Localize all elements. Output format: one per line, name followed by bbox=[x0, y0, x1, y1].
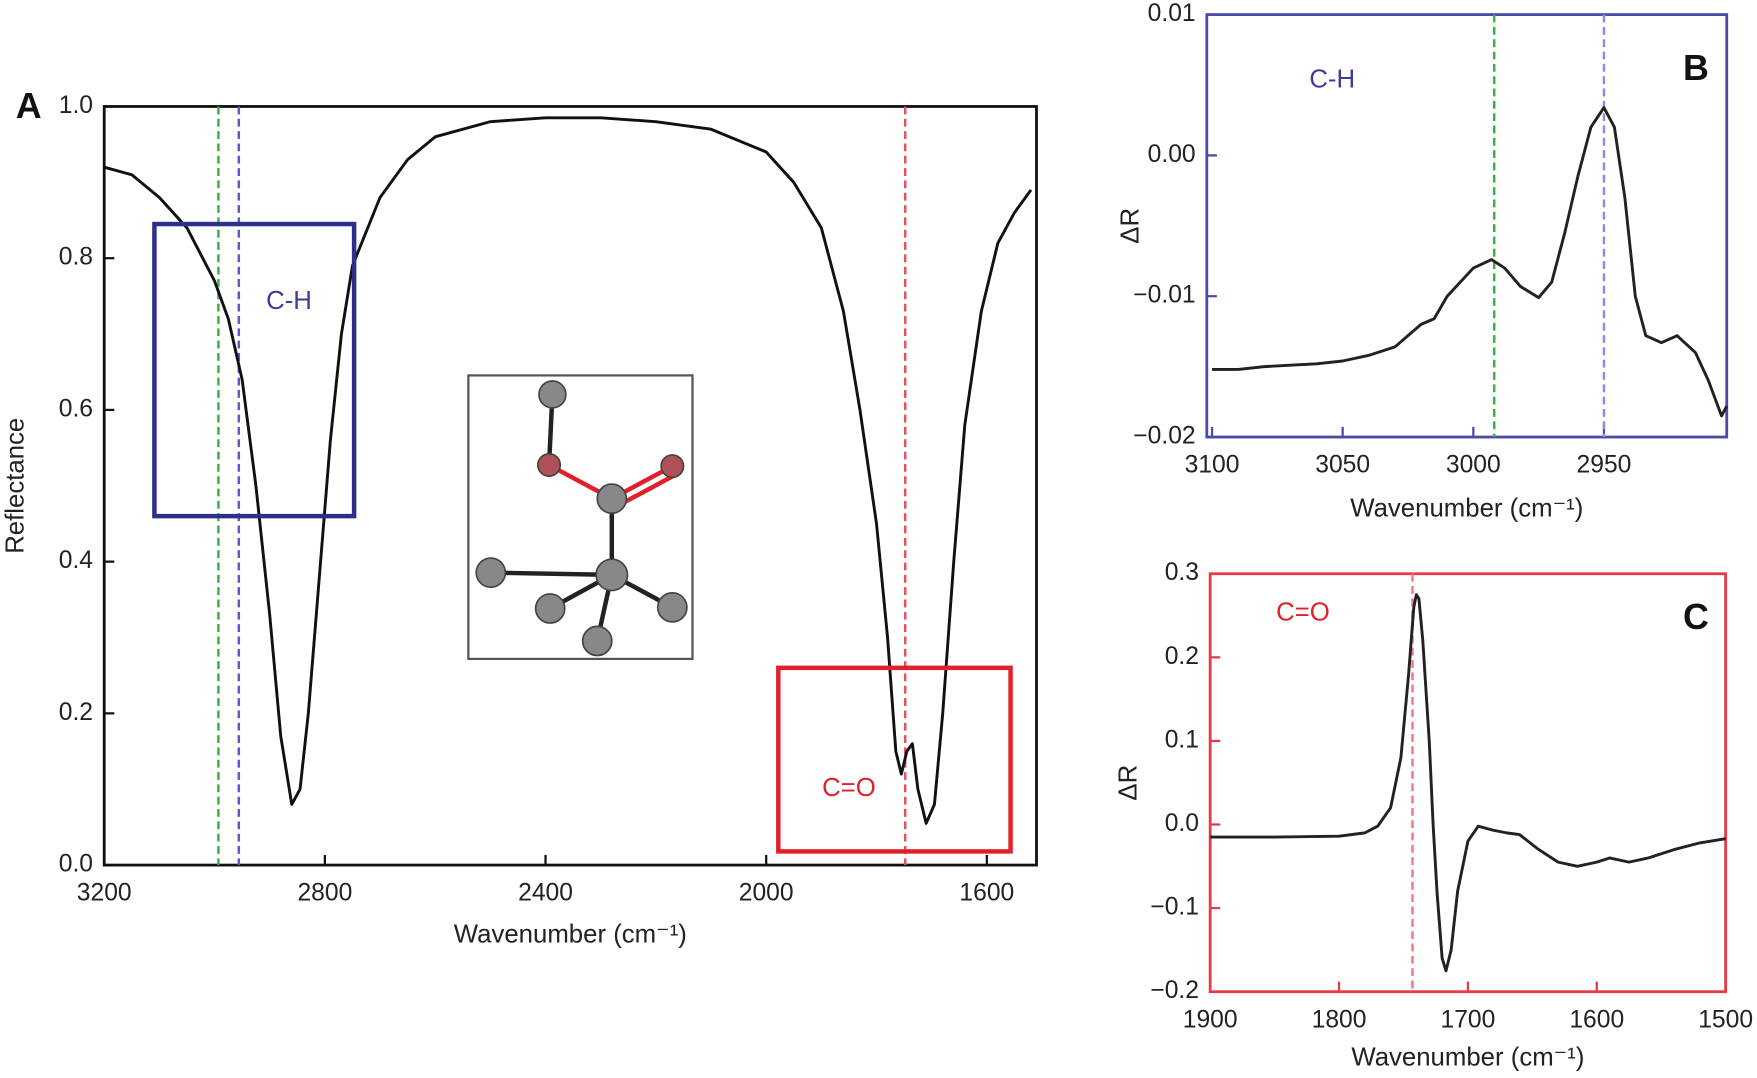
y-tick-label: −0.02 bbox=[1133, 423, 1195, 450]
highlight-box bbox=[152, 221, 357, 519]
panel-label: C bbox=[1683, 597, 1709, 637]
x-tick-label: 1900 bbox=[1183, 1006, 1238, 1033]
annotation: C-H bbox=[266, 287, 312, 315]
x-tick-label: 2950 bbox=[1577, 452, 1632, 479]
y-tick-label: 0.0 bbox=[1165, 810, 1199, 837]
y-tick-label: 0.4 bbox=[59, 547, 93, 574]
x-tick-label: 1800 bbox=[1312, 1006, 1367, 1033]
x-tick-label: 3050 bbox=[1315, 452, 1370, 479]
spectrum-line bbox=[1210, 593, 1726, 973]
panel-label: B bbox=[1683, 48, 1709, 88]
y-tick-label: −0.1 bbox=[1150, 894, 1199, 921]
y-tick-label: 0.00 bbox=[1148, 141, 1196, 168]
y-tick-label: 1.0 bbox=[59, 92, 93, 119]
y-axis-label: ΔR bbox=[1117, 208, 1145, 244]
y-tick-label: 0.1 bbox=[1165, 726, 1199, 753]
y-tick-label: 0.8 bbox=[59, 244, 93, 271]
annotation: C-H bbox=[1309, 66, 1355, 94]
y-tick-label: 0.2 bbox=[59, 699, 93, 726]
x-tick-label: 1500 bbox=[1698, 1006, 1753, 1033]
y-tick-label: −0.2 bbox=[1150, 977, 1199, 1004]
panel-label: A bbox=[16, 86, 42, 126]
y-axis-label: Reflectance bbox=[2, 418, 30, 554]
x-tick-label: 2800 bbox=[297, 880, 352, 907]
y-tick-label: 0.0 bbox=[59, 851, 93, 878]
x-axis-label: Wavenumber (cm⁻¹) bbox=[1351, 1044, 1584, 1072]
plot-frame bbox=[1208, 572, 1728, 994]
plot-frame bbox=[1205, 13, 1729, 439]
x-tick-label: 1600 bbox=[1569, 1006, 1624, 1033]
x-axis-label: Wavenumber (cm⁻¹) bbox=[1350, 495, 1583, 523]
spectrum-line bbox=[103, 116, 1033, 825]
x-tick-label: 2000 bbox=[739, 880, 794, 907]
plot-frame bbox=[102, 105, 1038, 867]
x-tick-label: 1700 bbox=[1440, 1006, 1495, 1033]
x-tick-label: 3000 bbox=[1446, 452, 1501, 479]
molecule-inset bbox=[467, 374, 694, 661]
x-tick-label: 2400 bbox=[518, 880, 573, 907]
y-axis-label: ΔR bbox=[1114, 765, 1142, 801]
y-tick-label: −0.01 bbox=[1133, 282, 1195, 309]
y-tick-label: 0.3 bbox=[1165, 559, 1199, 586]
x-tick-label: 3100 bbox=[1185, 452, 1240, 479]
x-axis-label: Wavenumber (cm⁻¹) bbox=[454, 920, 687, 948]
y-tick-label: 0.2 bbox=[1165, 643, 1199, 670]
x-tick-label: 1600 bbox=[959, 880, 1014, 907]
annotation: C=O bbox=[1276, 599, 1330, 627]
y-tick-label: 0.6 bbox=[59, 395, 93, 422]
spectrum-line bbox=[1212, 106, 1729, 418]
highlight-box bbox=[776, 665, 1013, 854]
annotation: C=O bbox=[822, 774, 876, 802]
y-tick-label: 0.01 bbox=[1148, 0, 1196, 27]
x-tick-label: 3200 bbox=[77, 880, 132, 907]
